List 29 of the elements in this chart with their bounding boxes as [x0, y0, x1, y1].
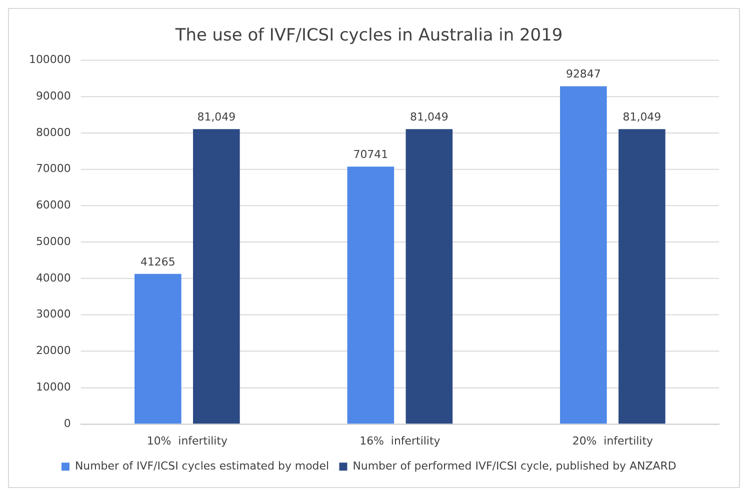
y-tick-label: 80000 [36, 126, 71, 139]
data-label: 92847 [566, 68, 601, 81]
bar [347, 166, 394, 424]
x-tick-label: 10% infertility [146, 434, 228, 448]
bar [406, 129, 453, 424]
y-tick-label: 40000 [36, 271, 71, 284]
y-tick-label: 10000 [36, 380, 71, 394]
data-label: 41265 [140, 255, 176, 268]
data-label: 81,049 [410, 110, 448, 124]
bar [560, 86, 607, 424]
legend-label: Number of performed IVF/ICSI cycle, published by ANZARD [352, 459, 676, 472]
data-label: 70741 [353, 148, 388, 162]
x-tick-label: 20% infertility [572, 434, 654, 448]
legend-label: Number of IVF/ICSI cycles estimated by model [74, 459, 330, 472]
y-tick-label: 60000 [36, 198, 71, 212]
data-label: 81,049 [197, 110, 236, 124]
y-tick-label: 50000 [36, 234, 71, 248]
x-tick-label: 16% infertility [360, 434, 441, 448]
data-label: 81,049 [622, 110, 662, 124]
y-tick-label: 30000 [36, 308, 71, 321]
y-tick-label: 20000 [36, 344, 71, 358]
y-tick-label: 0 [64, 416, 71, 430]
y-tick-label: 70000 [36, 162, 71, 176]
bar [193, 129, 240, 424]
y-tick-label: 100000 [28, 53, 71, 66]
bar [134, 274, 182, 424]
y-tick-label: 90000 [36, 89, 71, 102]
bar [618, 129, 666, 424]
chart-title: The use of IVF/ICSI cycles in Australia in 2019 [174, 24, 563, 44]
